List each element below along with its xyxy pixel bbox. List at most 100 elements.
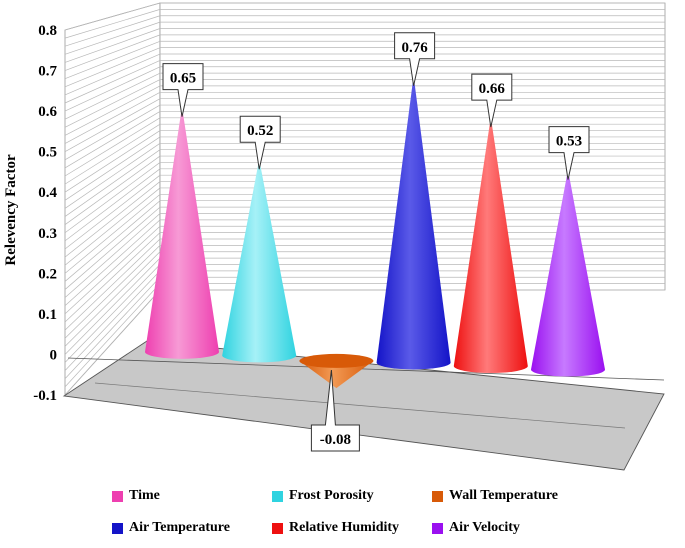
floor-line (94, 382, 626, 429)
legend-swatch-time (112, 490, 123, 502)
gridline-left (64, 47, 161, 88)
legend-swatch-frost-porosity (272, 490, 283, 502)
gridline-left (64, 219, 161, 307)
data-label: 0.53 (548, 126, 590, 180)
legend-item-air-temperature: Air Temperature (112, 518, 230, 538)
data-label: 0.76 (394, 32, 436, 86)
data-label-text: -0.08 (320, 432, 351, 448)
gridline-left (64, 40, 161, 79)
y-tick-label: 0.3 (38, 226, 57, 242)
legend-item-relative-humidity: Relative Humidity (272, 518, 399, 538)
data-label-box (394, 32, 436, 86)
gridline-left (64, 34, 161, 71)
y-tick-label: 0.2 (38, 266, 57, 282)
gridline-left (64, 200, 161, 282)
gridline-left (64, 155, 161, 225)
y-axis-title: Relevency Factor (3, 154, 19, 266)
gridline-left (64, 206, 161, 290)
legend-label-relative-humidity: Relative Humidity (289, 520, 400, 535)
data-labels: 0.65 0.52 -0.08 0.76 0.66 0.53 (162, 32, 590, 452)
data-label-text: 0.66 (479, 81, 506, 97)
gridline-left (64, 187, 161, 266)
gridline-left (64, 130, 161, 193)
gridline-left (64, 270, 161, 371)
cone-body (299, 360, 374, 389)
legend-item-air-velocity: Air Velocity (432, 518, 520, 538)
gridline-left (64, 2, 161, 31)
cone-frost-porosity (222, 159, 297, 363)
legend-swatch-air-temperature (112, 522, 123, 534)
cone-body (531, 169, 605, 377)
gridline-left (64, 289, 161, 396)
data-label-text: 0.53 (556, 134, 582, 150)
legend-label-air-velocity: Air Velocity (449, 520, 520, 535)
y-tick-label: 0.4 (38, 185, 57, 201)
gridline-left (64, 149, 161, 217)
cone-time (145, 106, 219, 359)
gridline-left (64, 251, 161, 347)
y-tick-label: 0 (50, 347, 58, 363)
legend-label-frost-porosity: Frost Porosity (289, 488, 374, 503)
gridline-left (64, 213, 161, 298)
data-label-box (471, 73, 513, 128)
data-label-text: 0.76 (401, 40, 428, 56)
y-axis-ticks: 0.8 0.7 0.6 0.5 0.4 0.3 0.2 0.1 0 -0.1 (33, 23, 57, 404)
cone-body (453, 117, 528, 373)
gridline-left (64, 162, 161, 234)
data-label: -0.08 (310, 369, 360, 452)
gridline-left (64, 53, 161, 96)
data-label: 0.52 (239, 115, 281, 170)
gridline-left (64, 9, 161, 39)
gridline-left (64, 232, 161, 323)
gridline-left (64, 283, 161, 388)
cone-air-velocity (531, 169, 605, 377)
gridline-left (64, 264, 161, 363)
legend-swatch-wall-temperature (432, 490, 443, 502)
cone-relative-humidity (453, 117, 528, 373)
gridline-left (64, 277, 161, 380)
gridline-left (64, 21, 161, 55)
gridline-left (64, 104, 161, 161)
gridline-left (64, 194, 161, 274)
cone-wall-temperature (299, 353, 374, 389)
y-tick-label: -0.1 (33, 388, 57, 404)
y-tick-label: 0.6 (38, 104, 57, 120)
gridline-left (64, 98, 161, 152)
gridline-left (64, 143, 161, 209)
legend-swatch-relative-humidity (272, 522, 283, 534)
gridline-left (64, 225, 161, 315)
y-tick-label: 0.5 (38, 145, 57, 161)
cone-air-temperature (376, 75, 451, 370)
legend-item-wall-temperature: Wall Temperature (432, 486, 558, 506)
gridline-left (64, 15, 161, 47)
gridline-left (64, 245, 161, 339)
gridline-left (64, 181, 161, 258)
data-label: 0.65 (162, 63, 204, 117)
legend-item-frost-porosity: Frost Porosity (272, 486, 374, 506)
gridline-left (64, 136, 161, 201)
data-label-box (548, 126, 590, 180)
gridline-left (64, 174, 161, 250)
cone-top-disk (299, 353, 374, 368)
gridline-left (64, 91, 161, 144)
gridline-left (64, 66, 161, 112)
data-label-box (310, 369, 360, 452)
gridline-left (64, 168, 161, 242)
gridline-left (64, 238, 161, 331)
legend-swatch-air-velocity (432, 522, 443, 534)
gridline-left (64, 85, 161, 136)
gridline-left (64, 111, 161, 169)
data-label-box (239, 115, 281, 170)
gridline-left (64, 79, 161, 128)
legend-item-time: Time (112, 486, 160, 506)
legend-label-air-temperature: Air Temperature (129, 520, 230, 535)
legend-label-wall-temperature: Wall Temperature (449, 488, 559, 503)
gridline-left (64, 28, 161, 63)
data-label-text: 0.52 (247, 123, 273, 139)
data-label: 0.66 (471, 73, 513, 128)
data-label-text: 0.65 (170, 71, 196, 87)
gridline-left (64, 60, 161, 104)
gridline-left (64, 257, 161, 355)
y-tick-label: 0.7 (38, 64, 57, 80)
